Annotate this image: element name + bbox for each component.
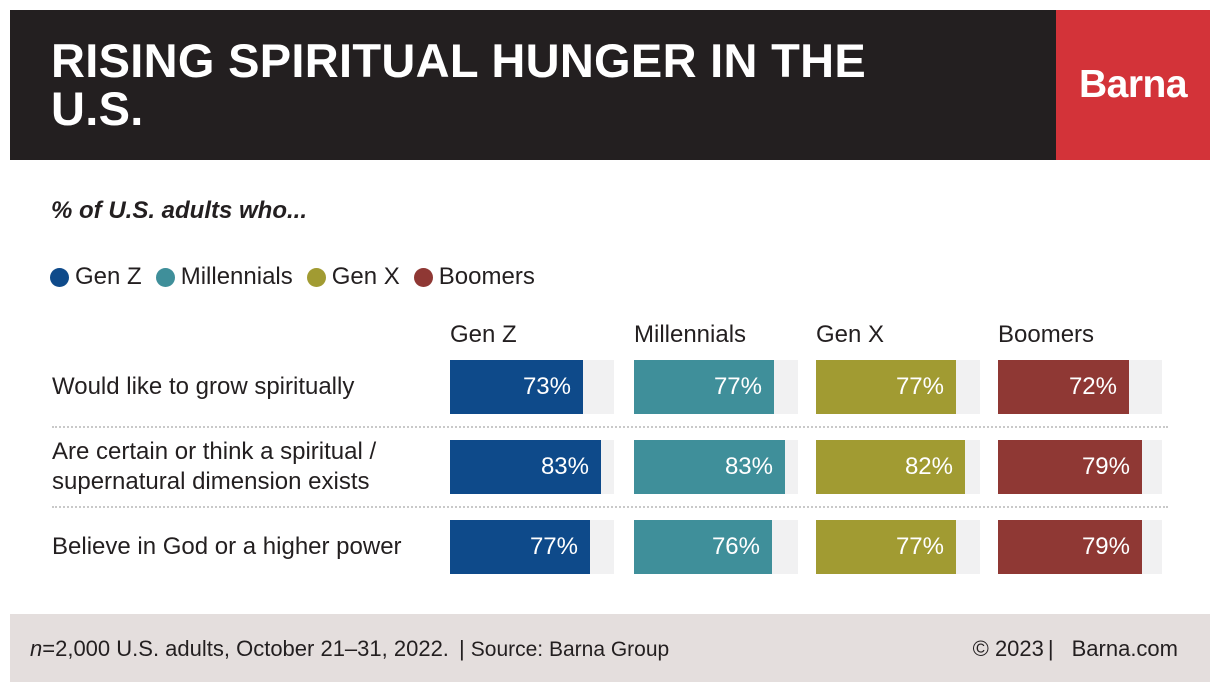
bar-gen-x: 77% — [816, 520, 956, 574]
header-banner: RISING SPIRITUAL HUNGER IN THE U.S. — [10, 10, 1056, 160]
bar-track: 79% — [998, 440, 1162, 494]
bar-millennials: 76% — [634, 520, 772, 574]
bar-value-label: 77% — [713, 373, 762, 400]
row-label-line: Believe in God or a higher power — [52, 533, 402, 560]
sample-size-label: n — [30, 636, 43, 661]
legend-label: Boomers — [438, 263, 535, 290]
bar-value-label: 77% — [895, 533, 944, 560]
legend-swatch — [413, 267, 433, 287]
bar-track: 77% — [816, 360, 980, 414]
legend-item-gen-x: Gen X — [306, 263, 400, 291]
legend-label: Millennials — [180, 263, 293, 290]
bar-track: 79% — [998, 520, 1162, 574]
legend-label: Gen X — [331, 263, 400, 290]
bar-millennials: 83% — [634, 440, 785, 494]
column-header-gen-z: Gen Z — [450, 321, 517, 348]
bar-value-label: 79% — [1081, 533, 1130, 560]
sample-note: =2,000 U.S. adults, October 21–31, 2022. — [42, 636, 449, 661]
logo-text: Barna — [1078, 63, 1188, 106]
column-header-gen-x: Gen X — [816, 321, 885, 348]
copyright: © 2023 — [972, 636, 1044, 661]
bar-track: 77% — [816, 520, 980, 574]
legend-swatch — [306, 267, 326, 287]
bar-track: 77% — [450, 520, 614, 574]
footer-source-note: n=2,000 U.S. adults, October 21–31, 2022… — [30, 636, 669, 662]
legend-label: Gen Z — [75, 263, 142, 290]
footer-credits: © 2023 | Barna.com — [973, 636, 1178, 662]
legend-item-boomers: Boomers — [413, 263, 535, 291]
column-header-boomers: Boomers — [998, 321, 1095, 348]
row-label-line: Would like to grow spiritually — [52, 373, 355, 400]
bar-value-label: 77% — [529, 533, 578, 560]
chart-subtitle: % of U.S. adults who... — [51, 197, 308, 224]
bar-track: 72% — [998, 360, 1162, 414]
website-link[interactable]: Barna.com — [1071, 636, 1178, 661]
row-label: Would like to grow spiritually — [52, 372, 442, 402]
bar-track: 77% — [634, 360, 798, 414]
bar-gen-z: 77% — [450, 520, 590, 574]
row-label-line: supernatural dimension exists — [52, 468, 370, 495]
bar-value-label: 72% — [1068, 373, 1117, 400]
row-label: Believe in God or a higher power — [52, 532, 442, 562]
bar-value-label: 82% — [904, 453, 953, 480]
bar-value-label: 77% — [895, 373, 944, 400]
row-divider — [52, 506, 1168, 508]
row-divider — [52, 426, 1168, 428]
footer-separator-right: | — [1047, 636, 1054, 661]
bar-gen-x: 77% — [816, 360, 956, 414]
bar-track: 83% — [450, 440, 614, 494]
bar-track: 76% — [634, 520, 798, 574]
footer: n=2,000 U.S. adults, October 21–31, 2022… — [10, 614, 1210, 682]
bar-track: 83% — [634, 440, 798, 494]
bar-boomers: 79% — [998, 520, 1142, 574]
bar-gen-z: 83% — [450, 440, 601, 494]
source-label: Source: Barna Group — [470, 638, 670, 661]
row-label: Are certain or think a spiritual / supern… — [52, 437, 442, 497]
bar-value-label: 83% — [540, 453, 589, 480]
bar-millennials: 77% — [634, 360, 774, 414]
legend-swatch — [50, 267, 69, 287]
barna-logo: Barna — [1056, 10, 1210, 160]
bar-value-label: 73% — [522, 373, 571, 400]
bar-track: 82% — [816, 440, 980, 494]
legend-item-gen-z: Gen Z — [50, 263, 142, 291]
bar-value-label: 79% — [1081, 453, 1130, 480]
legend: Gen Z Millennials Gen X Boomers — [50, 263, 549, 291]
chart-title: RISING SPIRITUAL HUNGER IN THE U.S. — [51, 34, 867, 135]
row-label-line: Are certain or think a spiritual / — [52, 438, 377, 465]
bar-value-label: 76% — [711, 533, 760, 560]
footer-separator: | — [459, 636, 465, 661]
bar-gen-x: 82% — [816, 440, 965, 494]
bar-boomers: 72% — [998, 360, 1129, 414]
bar-value-label: 83% — [724, 453, 773, 480]
bar-gen-z: 73% — [450, 360, 583, 414]
legend-swatch — [155, 267, 175, 287]
bar-track: 73% — [450, 360, 614, 414]
legend-item-millennials: Millennials — [155, 263, 293, 291]
bar-boomers: 79% — [998, 440, 1142, 494]
column-header-millennials: Millennials — [634, 321, 747, 348]
